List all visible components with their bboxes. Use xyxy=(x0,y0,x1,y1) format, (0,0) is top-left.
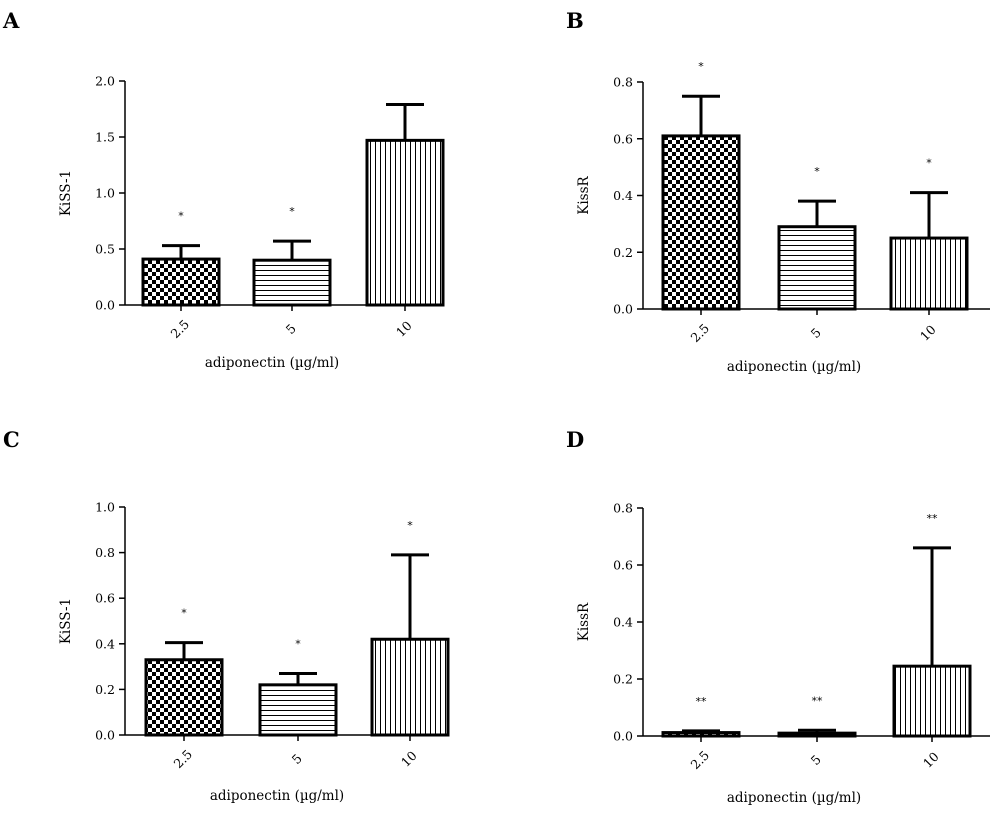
panel-label-a: A xyxy=(2,8,20,33)
chart-3-d-x-tick-label: 5 xyxy=(808,752,824,768)
chart-0-a-bar xyxy=(252,258,332,307)
chart-2-c-x-axis-title: adiponectin (µg/ml) xyxy=(210,788,344,804)
chart-2-c-significance-label: * xyxy=(295,637,301,650)
chart-0-a-x-tick-label: 5 xyxy=(283,321,299,337)
chart-1-b-significance-label: * xyxy=(698,60,704,73)
chart-1-b-y-tick-label: 0.2 xyxy=(613,245,633,260)
chart-1-b-y-tick-label: 0.6 xyxy=(613,131,633,146)
chart-0-a-y-tick-label: 0.0 xyxy=(95,298,115,313)
chart-2-c-significance-label: * xyxy=(407,519,413,532)
chart-2-c-bar xyxy=(370,637,450,737)
chart-2-c-y-tick-label: 0.0 xyxy=(95,728,115,743)
chart-1-b-significance-label: * xyxy=(926,157,932,170)
chart-panel-a: 0.0 0.5 1.0 1.5 2.0 KiSS-1 2.5 * 5 * 10 adiponectin… xyxy=(58,74,445,371)
chart-1-b-x-tick-label: 2.5 xyxy=(687,320,712,345)
chart-0-a-y-tick-label: 2.0 xyxy=(95,74,115,89)
panel-label-b: B xyxy=(566,8,584,33)
chart-3-d-bar xyxy=(777,731,857,738)
chart-0-a-bar xyxy=(365,138,445,307)
chart-1-b-x-axis-title: adiponectin (µg/ml) xyxy=(727,359,861,375)
chart-3-d-x-tick-label: 2.5 xyxy=(687,747,712,772)
chart-1-b-y-tick-label: 0.4 xyxy=(613,188,633,203)
chart-1-b-y-axis-title: KissR xyxy=(576,175,592,214)
chart-3-d-bar xyxy=(661,731,741,738)
chart-3-d-x-axis-title: adiponectin (µg/ml) xyxy=(727,790,861,806)
chart-2-c-x-tick-label: 2.5 xyxy=(170,746,195,771)
chart-2-c-x-tick-label: 5 xyxy=(289,751,305,767)
chart-3-d-y-tick-label: 0.8 xyxy=(613,501,633,516)
chart-0-a-y-axis-title: KiSS-1 xyxy=(58,170,74,216)
chart-3-d-y-axis-title: KissR xyxy=(576,602,592,641)
chart-2-c-significance-label: * xyxy=(181,607,187,620)
chart-3-d-significance-label: ** xyxy=(696,695,708,708)
chart-1-b-y-tick-label: 0.8 xyxy=(613,75,633,90)
chart-3-d-bar xyxy=(892,664,972,738)
chart-3-d-y-tick-label: 0.2 xyxy=(613,672,633,687)
chart-panel-c: 0.0 0.2 0.4 0.6 0.8 1.0 KiSS-1 2.5 * 5 * 10 * adipone… xyxy=(58,500,450,804)
chart-0-a-significance-label: * xyxy=(289,205,295,218)
chart-2-c-y-tick-label: 0.6 xyxy=(95,591,115,606)
chart-0-a-x-tick-label: 2.5 xyxy=(167,316,192,341)
chart-0-a-y-tick-label: 1.5 xyxy=(95,130,115,145)
chart-3-d-y-tick-label: 0.0 xyxy=(613,729,633,744)
chart-2-c-bar xyxy=(144,658,224,737)
chart-0-a-significance-label: * xyxy=(178,210,184,223)
chart-panel-d: 0.0 0.2 0.4 0.6 0.8 KissR 2.5 ** 5 ** 10 ** adiponec… xyxy=(576,501,990,806)
chart-0-a-x-axis-title: adiponectin (µg/ml) xyxy=(205,355,339,371)
chart-1-b-x-tick-label: 5 xyxy=(808,325,824,341)
panel-label-c: C xyxy=(3,427,20,452)
chart-panel-b: 0.0 0.2 0.4 0.6 0.8 KissR 2.5 * 5 * 10 * adiponectin… xyxy=(576,60,990,375)
chart-0-a-y-tick-label: 1.0 xyxy=(95,186,115,201)
chart-1-b-bar xyxy=(661,134,741,311)
chart-2-c-x-tick-label: 10 xyxy=(398,748,420,770)
chart-2-c-y-tick-label: 0.2 xyxy=(95,682,115,697)
chart-1-b-bar xyxy=(889,236,969,311)
chart-2-c-y-axis-title: KiSS-1 xyxy=(58,598,74,644)
chart-2-c-y-tick-label: 0.4 xyxy=(95,636,115,651)
chart-2-c-y-tick-label: 1.0 xyxy=(95,500,115,515)
chart-0-a-y-tick-label: 0.5 xyxy=(95,242,115,257)
chart-1-b-y-tick-label: 0.0 xyxy=(613,302,633,317)
chart-0-a-bar xyxy=(141,257,221,307)
chart-3-d-x-tick-label: 10 xyxy=(920,749,942,771)
chart-0-a-x-tick-label: 10 xyxy=(393,318,415,340)
chart-2-c-y-tick-label: 0.8 xyxy=(95,545,115,560)
chart-1-b-bar xyxy=(777,225,857,311)
panel-label-d: D xyxy=(566,427,584,452)
chart-3-d-significance-label: ** xyxy=(927,512,939,525)
chart-1-b-x-tick-label: 10 xyxy=(917,322,939,344)
chart-3-d-y-tick-label: 0.4 xyxy=(613,615,633,630)
chart-3-d-significance-label: ** xyxy=(812,694,824,707)
chart-3-d-y-tick-label: 0.6 xyxy=(613,558,633,573)
chart-2-c-bar xyxy=(258,683,338,737)
chart-1-b-significance-label: * xyxy=(814,165,820,178)
